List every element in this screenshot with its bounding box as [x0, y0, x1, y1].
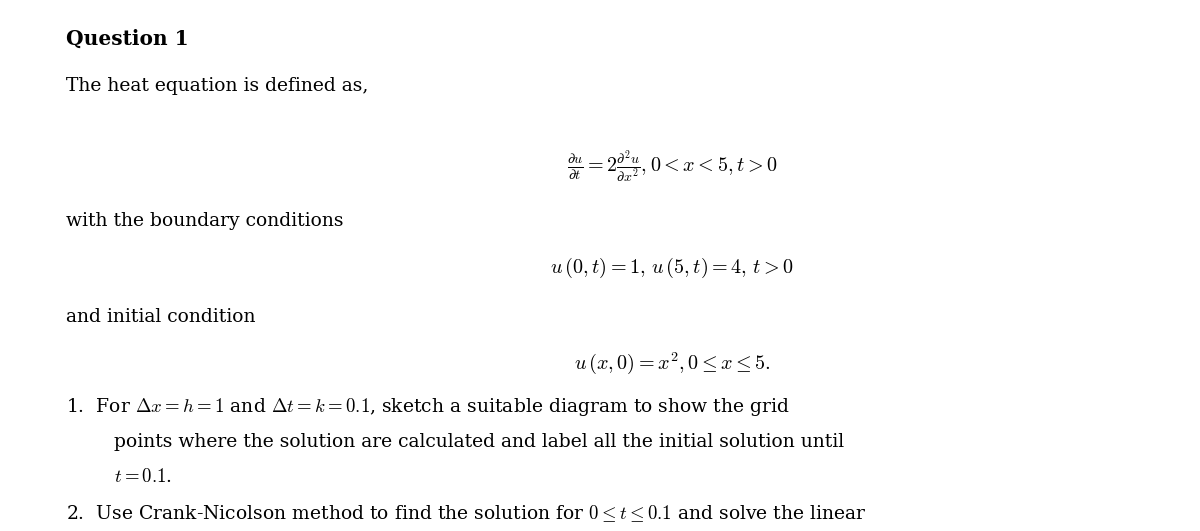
Text: The heat equation is defined as,: The heat equation is defined as,	[66, 77, 368, 95]
Text: with the boundary conditions: with the boundary conditions	[66, 212, 343, 230]
Text: and initial condition: and initial condition	[66, 308, 256, 326]
Text: $\frac{\partial u}{\partial t} = 2\frac{\partial^2 u}{\partial x^2},0 < x < 5, t: $\frac{\partial u}{\partial t} = 2\frac{…	[566, 149, 778, 186]
Text: $t = 0.1$.: $t = 0.1$.	[114, 468, 172, 486]
Text: $u\,(0,t) = 1,\,u\,(5,t) = 4,\,t > 0$: $u\,(0,t) = 1,\,u\,(5,t) = 4,\,t > 0$	[550, 256, 794, 280]
Text: 2.  Use Crank-Nicolson method to find the solution for $0 \leq t \leq 0.1$ and s: 2. Use Crank-Nicolson method to find the…	[66, 503, 866, 524]
Text: 1.  For $\Delta x = h = 1$ and $\Delta t = k = 0.1$, sketch a suitable diagram t: 1. For $\Delta x = h = 1$ and $\Delta t …	[66, 396, 790, 417]
Text: Question 1: Question 1	[66, 29, 188, 49]
Text: $u\,(x,0) = x^2,0 \leq x \leq 5.$: $u\,(x,0) = x^2,0 \leq x \leq 5.$	[574, 350, 770, 376]
Text: points where the solution are calculated and label all the initial solution unti: points where the solution are calculated…	[114, 433, 844, 451]
